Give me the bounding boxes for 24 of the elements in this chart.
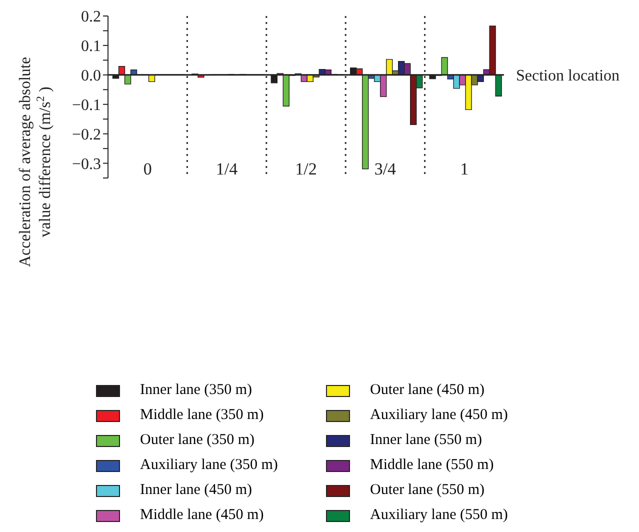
legend-label: Auxiliary lane (550 m)	[370, 507, 508, 524]
legend-label: Auxiliary lane (350 m)	[140, 457, 278, 474]
y-tick-label: 0.1	[81, 38, 101, 56]
legend-label: Outer lane (550 m)	[370, 482, 485, 499]
y-tick-label: 0.0	[81, 68, 101, 85]
y-tick-label: −0.2	[72, 126, 101, 144]
x-axis-title: Section location	[516, 68, 620, 85]
legend-label: Inner lane (350 m)	[140, 382, 252, 399]
x-tick-label: 0	[143, 160, 152, 179]
x-tick-label: 1	[460, 160, 469, 179]
legend-label: Outer lane (350 m)	[140, 432, 255, 449]
x-tick-label: 1/4	[216, 160, 238, 179]
legend-label: Inner lane (450 m)	[140, 482, 252, 499]
legend-label: Middle lane (350 m)	[140, 407, 264, 424]
x-tick-label: 1/2	[295, 160, 317, 179]
legend-label: Outer lane (450 m)	[370, 382, 485, 399]
y-tick-label: −0.1	[72, 97, 101, 114]
x-tick-label: 3/4	[374, 160, 397, 179]
legend-label: Inner lane (550 m)	[370, 432, 482, 449]
legend-label: Middle lane (450 m)	[140, 507, 264, 524]
legend-label: Auxiliary lane (450 m)	[370, 407, 508, 424]
y-tick-label: 0.2	[81, 8, 101, 26]
y-tick-label: −0.3	[72, 156, 101, 173]
legend-label: Middle lane (550 m)	[370, 457, 494, 474]
